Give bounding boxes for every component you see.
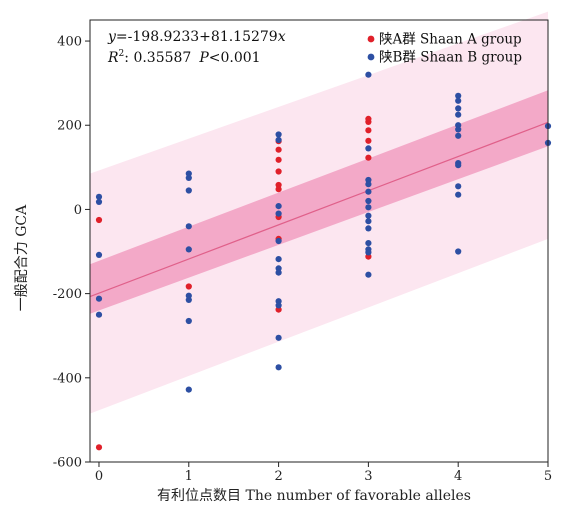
x-axis-title: 有利位点数目 The number of favorable alleles — [157, 488, 471, 504]
y-tick-label-0: 0 — [74, 203, 82, 218]
data-point-shaan-b-24 — [275, 334, 282, 341]
data-point-shaan-b-23 — [275, 302, 282, 309]
y-tick-label-400: 400 — [57, 35, 82, 50]
data-point-shaan-a-1 — [95, 444, 103, 451]
data-point-shaan-a-15 — [365, 137, 372, 144]
data-point-shaan-b-6 — [185, 174, 192, 181]
data-point-shaan-b-15 — [275, 136, 282, 144]
legend-marker-shaan-a — [367, 35, 375, 43]
data-point-shaan-b-11 — [185, 296, 192, 303]
x-tick-label-3: 3 — [364, 469, 372, 484]
legend-label-shaan-a: 陕A群 Shaan A group — [379, 32, 522, 48]
x-tick-label-4: 4 — [454, 469, 462, 484]
axes-layer: 0 1 2 3 4 5 -600 -400 -200 0 200 400 — [53, 19, 552, 484]
points-layer — [95, 71, 552, 451]
legend-label-shaan-b: 陕B群 Shaan B group — [379, 50, 522, 66]
data-point-shaan-b-36 — [365, 240, 372, 247]
data-point-shaan-b-18 — [275, 237, 282, 245]
x-tick-label-0: 0 — [95, 469, 103, 484]
data-point-shaan-b-41 — [455, 97, 462, 104]
data-point-shaan-a-6 — [275, 168, 282, 175]
bands-layer — [89, 11, 549, 414]
x-tick-label-2: 2 — [274, 469, 282, 484]
data-point-shaan-b-30 — [365, 188, 372, 195]
equation-text: y=-198.9233+81.15279x — [107, 29, 286, 45]
r2-label: R — [107, 50, 119, 66]
data-point-shaan-a-16 — [365, 154, 372, 161]
legend: 陕A群 Shaan A group 陕B群 Shaan B group — [367, 32, 522, 66]
data-point-shaan-b-25 — [275, 364, 282, 371]
data-point-shaan-b-34 — [365, 218, 372, 225]
plot-frame — [89, 19, 549, 463]
data-point-shaan-b-43 — [455, 111, 462, 118]
p-value: <0.001 — [209, 50, 261, 66]
r2-superscript: 2 — [119, 49, 125, 59]
y-tick-label--200: -200 — [53, 287, 82, 302]
data-point-shaan-b-3 — [95, 295, 103, 302]
data-point-shaan-b-12 — [185, 317, 192, 325]
data-point-shaan-b-38 — [365, 249, 372, 256]
data-point-shaan-b-4 — [95, 311, 103, 318]
data-point-shaan-a-13 — [365, 118, 372, 125]
data-point-shaan-b-48 — [455, 162, 462, 169]
data-point-shaan-a-0 — [95, 216, 103, 224]
data-point-shaan-b-51 — [455, 248, 462, 255]
data-point-shaan-b-2 — [95, 251, 103, 258]
y-tick-label--400: -400 — [53, 371, 82, 386]
p-label: P — [198, 50, 209, 66]
data-point-shaan-b-39 — [365, 271, 372, 278]
x-tick-label-5: 5 — [544, 469, 552, 484]
data-point-shaan-b-1 — [95, 198, 103, 205]
data-point-shaan-b-35 — [365, 225, 372, 232]
y-axis-title: 一般配合力 GCA — [14, 204, 30, 311]
data-point-shaan-a-5 — [275, 156, 282, 163]
data-point-shaan-b-50 — [455, 191, 462, 198]
data-point-shaan-b-13 — [185, 386, 192, 393]
data-point-shaan-b-14 — [275, 131, 282, 138]
data-point-shaan-b-42 — [455, 105, 462, 112]
data-point-shaan-b-45 — [455, 126, 462, 133]
data-point-shaan-b-26 — [365, 71, 372, 78]
equation-rest: =-198.9233+81.15279 — [116, 29, 278, 45]
data-point-shaan-b-8 — [185, 223, 192, 230]
data-point-shaan-b-27 — [365, 145, 372, 152]
data-point-shaan-b-46 — [455, 132, 462, 139]
x-tick-label-1: 1 — [185, 469, 193, 484]
data-point-shaan-b-31 — [365, 197, 372, 205]
regression-line — [89, 121, 549, 298]
y-tick-label-200: 200 — [57, 119, 82, 134]
equation-y: y — [107, 29, 117, 45]
data-point-shaan-b-32 — [365, 204, 372, 211]
legend-marker-shaan-b — [367, 53, 375, 61]
data-point-shaan-b-40 — [455, 92, 462, 99]
data-point-shaan-b-29 — [365, 181, 372, 188]
data-point-shaan-a-14 — [365, 127, 372, 134]
data-point-shaan-b-19 — [275, 256, 282, 263]
data-point-shaan-a-4 — [275, 146, 282, 153]
data-point-shaan-b-21 — [275, 269, 282, 276]
r2-value: : 0.35587 — [124, 50, 191, 66]
regression-annotation: y=-198.9233+81.15279x R2: 0.35587 P<0.001 — [107, 29, 286, 66]
r2-text: R2: 0.35587 P<0.001 — [107, 49, 261, 66]
y-tick-label--600: -600 — [53, 456, 82, 471]
data-point-shaan-b-17 — [275, 210, 282, 217]
data-point-shaan-a-8 — [275, 186, 282, 193]
data-point-shaan-b-49 — [455, 183, 462, 190]
data-point-shaan-b-33 — [365, 212, 372, 219]
data-point-shaan-b-16 — [275, 203, 282, 210]
data-point-shaan-b-7 — [185, 187, 192, 194]
data-point-shaan-b-5 — [185, 170, 192, 177]
data-point-shaan-b-9 — [185, 246, 192, 253]
data-point-shaan-b-0 — [95, 193, 103, 200]
equation-x: x — [278, 29, 286, 45]
data-point-shaan-a-2 — [185, 283, 192, 290]
confidence-band — [90, 90, 548, 314]
